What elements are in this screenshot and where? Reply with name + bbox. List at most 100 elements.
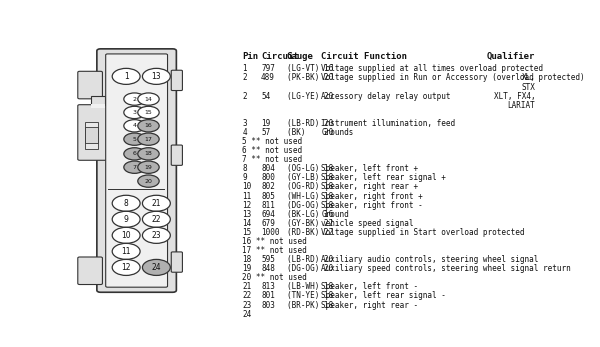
- Text: 18: 18: [242, 255, 251, 264]
- Text: (PK-BK) 20: (PK-BK) 20: [287, 74, 333, 83]
- Circle shape: [112, 195, 140, 211]
- Text: 14: 14: [242, 219, 251, 228]
- Text: 19: 19: [145, 165, 152, 170]
- Text: (BR-PK) 18: (BR-PK) 18: [287, 301, 333, 310]
- Text: 15: 15: [145, 110, 152, 115]
- Text: 10: 10: [242, 183, 251, 192]
- Text: Speaker, right front -: Speaker, right front -: [322, 201, 423, 210]
- Text: 811: 811: [261, 201, 275, 210]
- Circle shape: [124, 106, 145, 119]
- Text: vehicle speed signal: vehicle speed signal: [322, 219, 414, 228]
- Text: 1: 1: [242, 64, 247, 73]
- Circle shape: [142, 195, 170, 211]
- Text: 17 ** not used: 17 ** not used: [242, 246, 307, 255]
- Text: Voltage supplied at all times overload protected: Voltage supplied at all times overload p…: [322, 64, 544, 73]
- Text: 8: 8: [124, 199, 128, 208]
- Text: (GY-LB) 18: (GY-LB) 18: [287, 174, 333, 183]
- Text: 1000: 1000: [261, 228, 280, 237]
- Text: (DG-OG) 20: (DG-OG) 20: [287, 264, 333, 273]
- Circle shape: [112, 260, 140, 276]
- Circle shape: [138, 148, 159, 160]
- Circle shape: [124, 161, 145, 174]
- Text: 23: 23: [242, 301, 251, 310]
- Text: 22: 22: [242, 291, 251, 301]
- Text: Speaker, left rear signal +: Speaker, left rear signal +: [322, 174, 446, 183]
- Text: (BK-LG) 16: (BK-LG) 16: [287, 210, 333, 219]
- Bar: [91, 96, 105, 105]
- Text: 9: 9: [242, 174, 247, 183]
- Text: 3: 3: [242, 119, 247, 128]
- Circle shape: [124, 148, 145, 160]
- Text: 2: 2: [133, 96, 137, 102]
- Text: 24: 24: [242, 310, 251, 319]
- Bar: [85, 127, 98, 143]
- Text: 12: 12: [121, 263, 131, 272]
- Circle shape: [138, 106, 159, 119]
- Circle shape: [138, 120, 159, 132]
- Text: (RD-BK) 22: (RD-BK) 22: [287, 228, 333, 237]
- Text: (LG-VT) 16: (LG-VT) 16: [287, 64, 333, 73]
- Text: 24: 24: [152, 263, 161, 272]
- Text: 7: 7: [133, 165, 137, 170]
- Text: 19: 19: [242, 264, 251, 273]
- Text: XLT, FX4,: XLT, FX4,: [494, 92, 535, 101]
- Circle shape: [142, 68, 170, 84]
- Text: (LB-RD) 20: (LB-RD) 20: [287, 255, 333, 264]
- Text: 848: 848: [261, 264, 275, 273]
- Circle shape: [124, 120, 145, 132]
- Text: 2: 2: [242, 92, 247, 101]
- Text: 2: 2: [242, 74, 247, 83]
- Text: 16 ** not used: 16 ** not used: [242, 237, 307, 246]
- Text: 4: 4: [242, 128, 247, 137]
- FancyBboxPatch shape: [171, 70, 182, 91]
- FancyBboxPatch shape: [78, 257, 103, 285]
- Text: 11: 11: [242, 192, 251, 201]
- Text: 813: 813: [261, 282, 275, 291]
- Text: 19: 19: [261, 119, 270, 128]
- Text: 9: 9: [124, 215, 128, 224]
- Text: 14: 14: [145, 96, 152, 102]
- Text: (OG-RD) 18: (OG-RD) 18: [287, 183, 333, 192]
- Text: 11: 11: [121, 247, 131, 256]
- Text: Speaker, right rear -: Speaker, right rear -: [322, 301, 419, 310]
- Circle shape: [138, 133, 159, 145]
- Text: 803: 803: [261, 301, 275, 310]
- Text: STX: STX: [521, 83, 535, 92]
- Text: 489: 489: [261, 74, 275, 83]
- Text: Ground: Ground: [322, 210, 349, 219]
- Circle shape: [138, 93, 159, 105]
- Circle shape: [112, 68, 140, 84]
- Text: Voltage supplied in Run or Accessory (overload protected): Voltage supplied in Run or Accessory (ov…: [322, 74, 585, 83]
- Text: (LB-RD) 20: (LB-RD) 20: [287, 119, 333, 128]
- Text: 13: 13: [152, 72, 161, 81]
- Text: XL,: XL,: [521, 74, 535, 83]
- Text: 57: 57: [261, 128, 270, 137]
- Text: 12: 12: [242, 201, 251, 210]
- Circle shape: [138, 175, 159, 187]
- Text: (LG-YE) 20: (LG-YE) 20: [287, 92, 333, 101]
- Text: Voltage supplied in Start overload protected: Voltage supplied in Start overload prote…: [322, 228, 525, 237]
- Text: Speaker, right front +: Speaker, right front +: [322, 192, 423, 201]
- Text: 804: 804: [261, 164, 275, 173]
- Text: 797: 797: [261, 64, 275, 73]
- Text: 6 ** not used: 6 ** not used: [242, 146, 302, 155]
- Text: Pin: Pin: [242, 52, 259, 61]
- Text: 54: 54: [261, 92, 270, 101]
- Text: 17: 17: [145, 137, 152, 142]
- Text: Speaker, left front -: Speaker, left front -: [322, 282, 419, 291]
- Text: Circuit Function: Circuit Function: [322, 52, 407, 61]
- Text: Accessory delay relay output: Accessory delay relay output: [322, 92, 451, 101]
- Text: Gauge: Gauge: [287, 52, 313, 61]
- Text: 8: 8: [242, 164, 247, 173]
- Text: 13: 13: [242, 210, 251, 219]
- Text: 7 ** not used: 7 ** not used: [242, 155, 302, 164]
- Text: 3: 3: [133, 110, 137, 115]
- Circle shape: [142, 211, 170, 227]
- FancyBboxPatch shape: [106, 54, 167, 287]
- Text: 15: 15: [242, 228, 251, 237]
- Text: (WH-LG) 18: (WH-LG) 18: [287, 192, 333, 201]
- Circle shape: [112, 211, 140, 227]
- Text: 20: 20: [145, 179, 152, 184]
- Text: Circuit: Circuit: [261, 52, 299, 61]
- Text: Auxiliary audio controls, steering wheel signal: Auxiliary audio controls, steering wheel…: [322, 255, 539, 264]
